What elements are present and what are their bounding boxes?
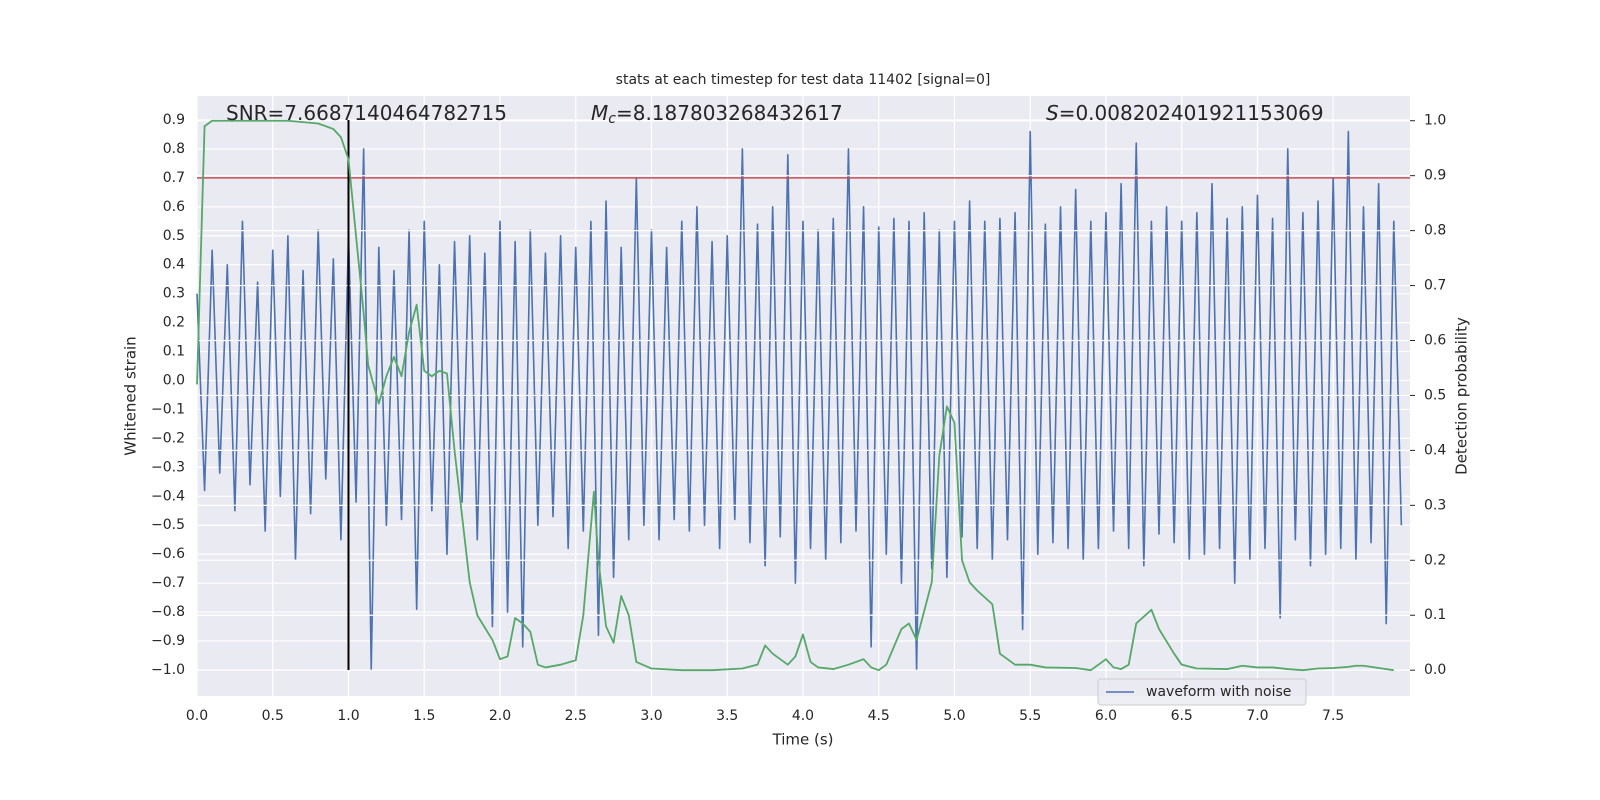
y2-tick-label: 1.0 [1424,113,1446,129]
x-tick-label: 2.0 [489,708,511,724]
y-tick-label: 0.5 [163,228,185,244]
x-tick-label: 3.5 [716,708,738,724]
y2-tick-label: 0.5 [1424,387,1446,403]
legend-label: waveform with noise [1146,684,1291,700]
y-tick-label: 0.6 [163,199,185,215]
y2-tick-label: 0.3 [1424,497,1446,513]
y-tick-label: 0.9 [163,112,185,128]
x-tick-label: 7.5 [1322,708,1344,724]
y-tick-label: −0.7 [151,575,185,591]
y-tick-label: −0.4 [151,488,185,504]
y2-axis-label: Detection probability [1453,317,1471,475]
x-tick-label: 2.5 [565,708,587,724]
y-tick-label: 0.3 [163,286,185,302]
x-tick-label: 3.0 [640,708,662,724]
y-tick-label: −0.2 [151,430,185,446]
y2-tick-label: 0.8 [1424,223,1446,239]
y2-tick-label: 0.6 [1424,333,1446,349]
y-axis-label: Whitened strain [122,336,140,455]
y2-tick-label: 0.9 [1424,168,1446,184]
x-tick-label: 5.5 [1019,708,1041,724]
x-tick-label: 5.0 [943,708,965,724]
y2-tick-label: 0.0 [1424,662,1446,678]
y-tick-label: −0.5 [151,517,185,533]
x-tick-label: 4.0 [792,708,814,724]
y-tick-label: −0.1 [151,401,185,417]
annotation: Mc=8.187803268432617 [591,101,843,128]
y-tick-label: 0.2 [163,315,185,331]
x-tick-label: 6.0 [1095,708,1117,724]
series-line [196,119,1394,672]
y2-tick-label: 0.1 [1424,607,1446,623]
y2-tick-label: 0.4 [1424,442,1446,458]
annotation: S=0.008202401921153069 [1046,101,1324,125]
chart-title: stats at each timestep for test data 114… [616,72,991,88]
y-tick-label: −1.0 [151,662,185,678]
y-tick-label: 0.4 [163,257,185,273]
annotation-symbol: S [1046,101,1059,125]
y2-tick-label: 0.2 [1424,552,1446,568]
x-tick-label: 7.0 [1246,708,1268,724]
y2-tick-label: 0.7 [1424,278,1446,294]
legend-box [1097,678,1307,706]
annotation-text: SNR=7.6687140464782715 [226,101,507,125]
x-tick-label: 1.0 [337,708,359,724]
x-tick-label: 0.0 [186,708,208,724]
x-axis-label: Time (s) [772,731,834,749]
y-tick-label: −0.9 [151,633,185,649]
annotation-text: =8.187803268432617 [616,101,843,125]
y-tick-label: −0.6 [151,546,185,562]
y-tick-label: −0.3 [151,459,185,475]
x-tick-label: 0.5 [262,708,284,724]
x-tick-label: 6.5 [1171,708,1193,724]
y-tick-label: 0.7 [163,170,185,186]
y-tick-label: −0.8 [151,604,185,620]
y-tick-label: 0.8 [163,141,185,157]
annotation: SNR=7.6687140464782715 [226,101,507,125]
y-tick-label: 0.0 [163,373,185,389]
annotation-text: =0.008202401921153069 [1059,101,1324,125]
x-tick-label: 4.5 [868,708,890,724]
annotation-subscript: c [608,111,616,127]
y-tick-label: 0.1 [163,344,185,360]
x-tick-label: 1.5 [413,708,435,724]
annotation-symbol: M [591,101,608,125]
